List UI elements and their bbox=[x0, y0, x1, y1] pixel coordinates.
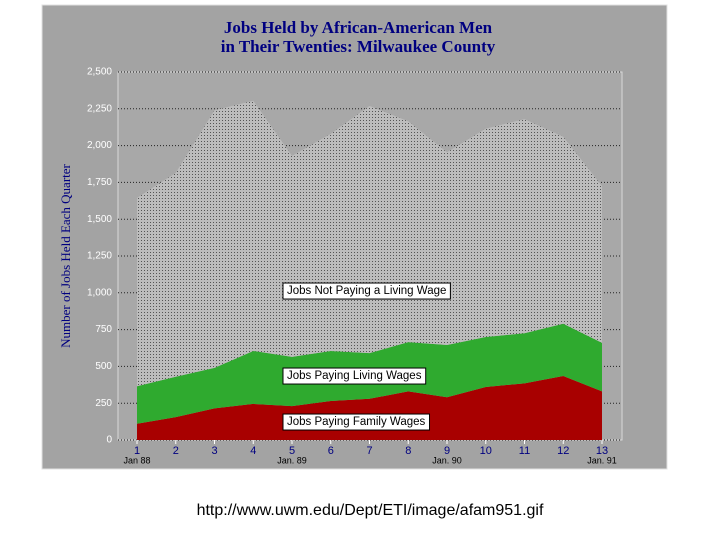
x-sub-label: Jan. 89 bbox=[277, 455, 307, 465]
x-tick-label: 10 bbox=[480, 445, 492, 457]
y-tick-label: 250 bbox=[95, 398, 112, 409]
x-sub-label: Jan 88 bbox=[123, 455, 150, 465]
x-tick-label: 11 bbox=[519, 445, 530, 457]
legend-box bbox=[282, 367, 427, 385]
x-tick-label: 5 bbox=[289, 445, 295, 457]
x-tick-label: 2 bbox=[173, 445, 179, 457]
x-tick-label: 7 bbox=[366, 445, 372, 457]
area bbox=[137, 375, 602, 440]
y-tick-label: 1,250 bbox=[87, 251, 112, 262]
x-tick-label: 1 bbox=[134, 445, 140, 457]
y-tick-label: 500 bbox=[95, 361, 112, 372]
chart-subtitle: in Their Twenties: Milwaukee County bbox=[221, 37, 496, 56]
legend-label: Jobs Paying Living Wages bbox=[287, 370, 422, 382]
legend-label: Jobs Paying Family Wages bbox=[287, 416, 426, 428]
legend-item: Jobs Paying Living Wages bbox=[282, 367, 427, 385]
x-tick-label: 8 bbox=[405, 445, 411, 457]
y-tick-label: 1,000 bbox=[87, 287, 112, 298]
x-sub-label: Jan. 90 bbox=[432, 455, 462, 465]
y-tick-label: 2,250 bbox=[87, 103, 112, 114]
y-tick-label: 1,500 bbox=[87, 214, 112, 225]
y-tick-label: 2,500 bbox=[87, 67, 112, 78]
x-tick-label: 6 bbox=[328, 445, 334, 457]
legend-item: Jobs Paying Family Wages bbox=[282, 413, 431, 431]
caption: http://www.uwm.edu/Dept/ETI/image/afam95… bbox=[197, 502, 544, 519]
x-tick-label: 3 bbox=[211, 445, 217, 457]
legend-box bbox=[282, 413, 431, 431]
legend-box bbox=[282, 282, 451, 300]
x-tick-label: 12 bbox=[557, 445, 569, 457]
x-sub-label: Jan. 91 bbox=[587, 455, 617, 465]
x-tick-label: 4 bbox=[250, 445, 256, 457]
y-tick-label: 750 bbox=[95, 324, 112, 335]
legend-item: Jobs Not Paying a Living Wage bbox=[282, 282, 451, 300]
x-tick-label: 13 bbox=[596, 445, 608, 457]
y-tick-label: 2,000 bbox=[87, 140, 112, 151]
legend-label: Jobs Not Paying a Living Wage bbox=[287, 285, 446, 297]
y-tick-label: 0 bbox=[106, 435, 112, 446]
area bbox=[137, 100, 602, 387]
y-axis-label: Number of Jobs Held Each Quarter bbox=[58, 163, 73, 347]
x-tick-label: 9 bbox=[444, 445, 450, 457]
y-tick-label: 1,750 bbox=[87, 177, 112, 188]
chart-title: Jobs Held by African-American Men bbox=[224, 18, 493, 37]
